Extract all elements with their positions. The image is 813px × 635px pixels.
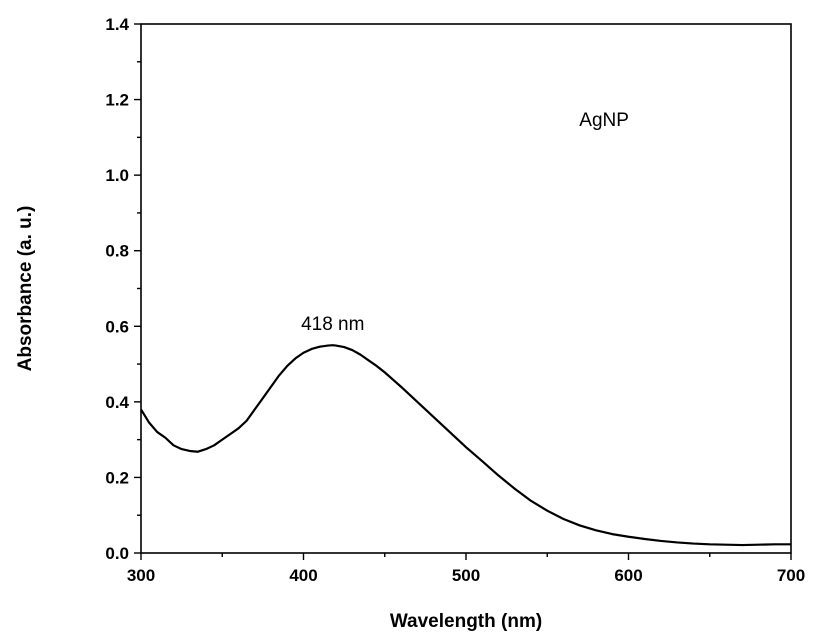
x-tick-label: 300: [127, 566, 155, 585]
x-tick-label: 700: [777, 566, 805, 585]
y-axis-title: Absorbance (a. u.): [15, 206, 36, 372]
y-tick-label: 0.8: [105, 242, 129, 261]
x-tick-label: 600: [614, 566, 642, 585]
axis-ticks: [134, 23, 792, 560]
x-axis-title: Wavelength (nm): [390, 611, 542, 632]
y-tick-label: 0.0: [105, 544, 129, 563]
peak-label: 418 nm: [301, 314, 364, 335]
axis-tick-labels: 300 400 500 600 700 0.0 0.2 0.4 0.6 0.8 1.0 1.2 1.4: [105, 15, 805, 585]
y-tick-label: 0.4: [105, 393, 129, 412]
x-tick-label: 400: [289, 566, 317, 585]
y-tick-label: 1.2: [105, 91, 129, 110]
sample-label: AgNP: [579, 110, 629, 131]
y-tick-label: 1.4: [105, 15, 129, 34]
annotations: AgNP 418 nm: [301, 110, 629, 335]
y-tick-label: 1.0: [105, 166, 129, 185]
plot-frame: [140, 23, 792, 554]
y-tick-label: 0.2: [105, 468, 129, 487]
absorbance-curve: [140, 344, 791, 547]
y-tick-label: 0.6: [105, 317, 129, 336]
y-axis-title-group: Absorbance (a. u.): [15, 206, 36, 372]
x-tick-label: 500: [452, 566, 480, 585]
